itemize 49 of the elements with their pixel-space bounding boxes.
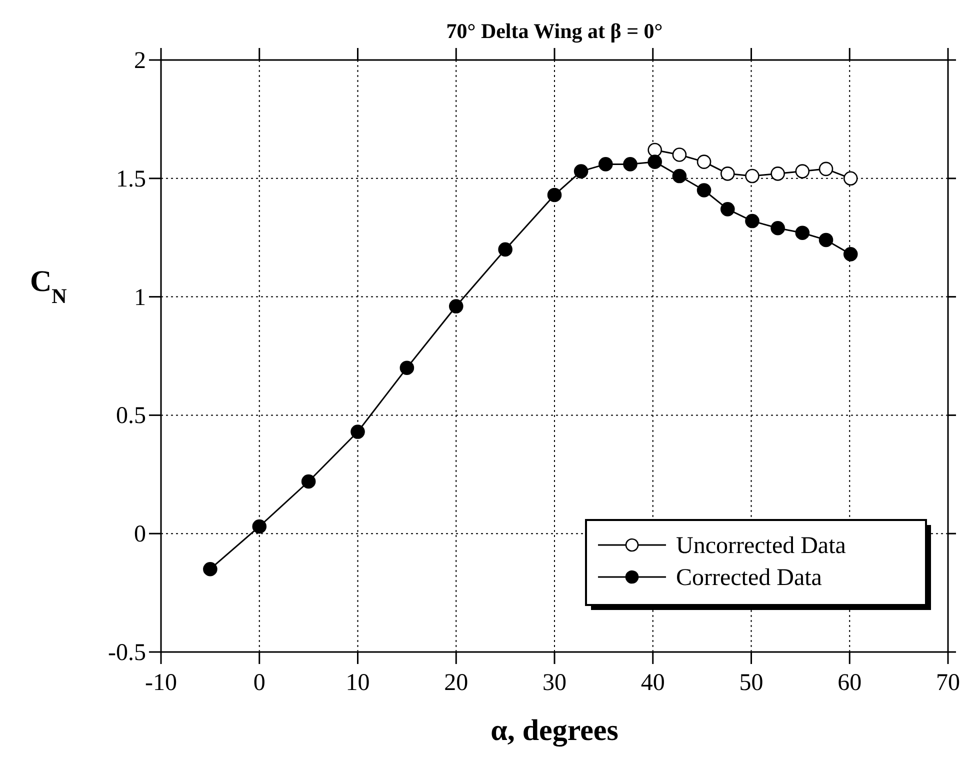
x-tick-label: 0 bbox=[253, 670, 266, 696]
point bbox=[745, 168, 760, 184]
x-tick-label: -10 bbox=[145, 670, 177, 696]
legend-label: Corrected Data bbox=[676, 565, 822, 591]
y-tick-label: 1 bbox=[134, 284, 146, 311]
legend-label: Uncorrected Data bbox=[676, 533, 846, 559]
x-tick-label: 20 bbox=[444, 670, 468, 696]
point bbox=[498, 242, 512, 257]
y-tick-label: -0.5 bbox=[108, 640, 146, 666]
point bbox=[843, 171, 858, 186]
x-tick-label: 70 bbox=[936, 670, 960, 696]
point bbox=[448, 299, 464, 314]
point bbox=[696, 183, 712, 198]
point bbox=[770, 220, 785, 236]
point bbox=[547, 188, 562, 202]
y-tick-label: 0 bbox=[134, 522, 146, 548]
x-tick-label: 30 bbox=[542, 670, 566, 696]
point bbox=[795, 164, 810, 178]
point bbox=[720, 166, 735, 181]
point bbox=[598, 157, 613, 172]
point bbox=[770, 166, 785, 181]
point bbox=[818, 162, 834, 176]
point bbox=[818, 232, 834, 248]
point bbox=[648, 154, 662, 169]
point bbox=[648, 142, 662, 158]
point bbox=[696, 154, 712, 169]
point bbox=[203, 562, 218, 576]
y-tick-label: 2 bbox=[134, 48, 146, 74]
x-tick-label: 60 bbox=[838, 670, 862, 696]
x-tick-label: 10 bbox=[346, 670, 370, 696]
x-tick-label: 40 bbox=[640, 670, 665, 696]
x-axis-title: α, degrees bbox=[490, 714, 618, 747]
point bbox=[672, 168, 687, 184]
point bbox=[301, 474, 316, 489]
point bbox=[623, 157, 638, 172]
point bbox=[720, 202, 735, 216]
y-axis-title: C$_{N}$ bbox=[30, 265, 67, 308]
y-tick-label: 0.5 bbox=[116, 403, 146, 430]
point bbox=[795, 226, 810, 240]
x-tick-label: 50 bbox=[739, 670, 764, 696]
point bbox=[574, 164, 588, 178]
chart-title: 70° Delta Wing at β = 0° bbox=[446, 19, 663, 43]
point bbox=[745, 214, 760, 228]
point bbox=[350, 424, 365, 439]
point bbox=[672, 148, 687, 162]
point bbox=[252, 519, 267, 534]
point bbox=[843, 247, 858, 262]
point bbox=[400, 360, 414, 375]
y-tick-label: 1.5 bbox=[116, 166, 146, 192]
